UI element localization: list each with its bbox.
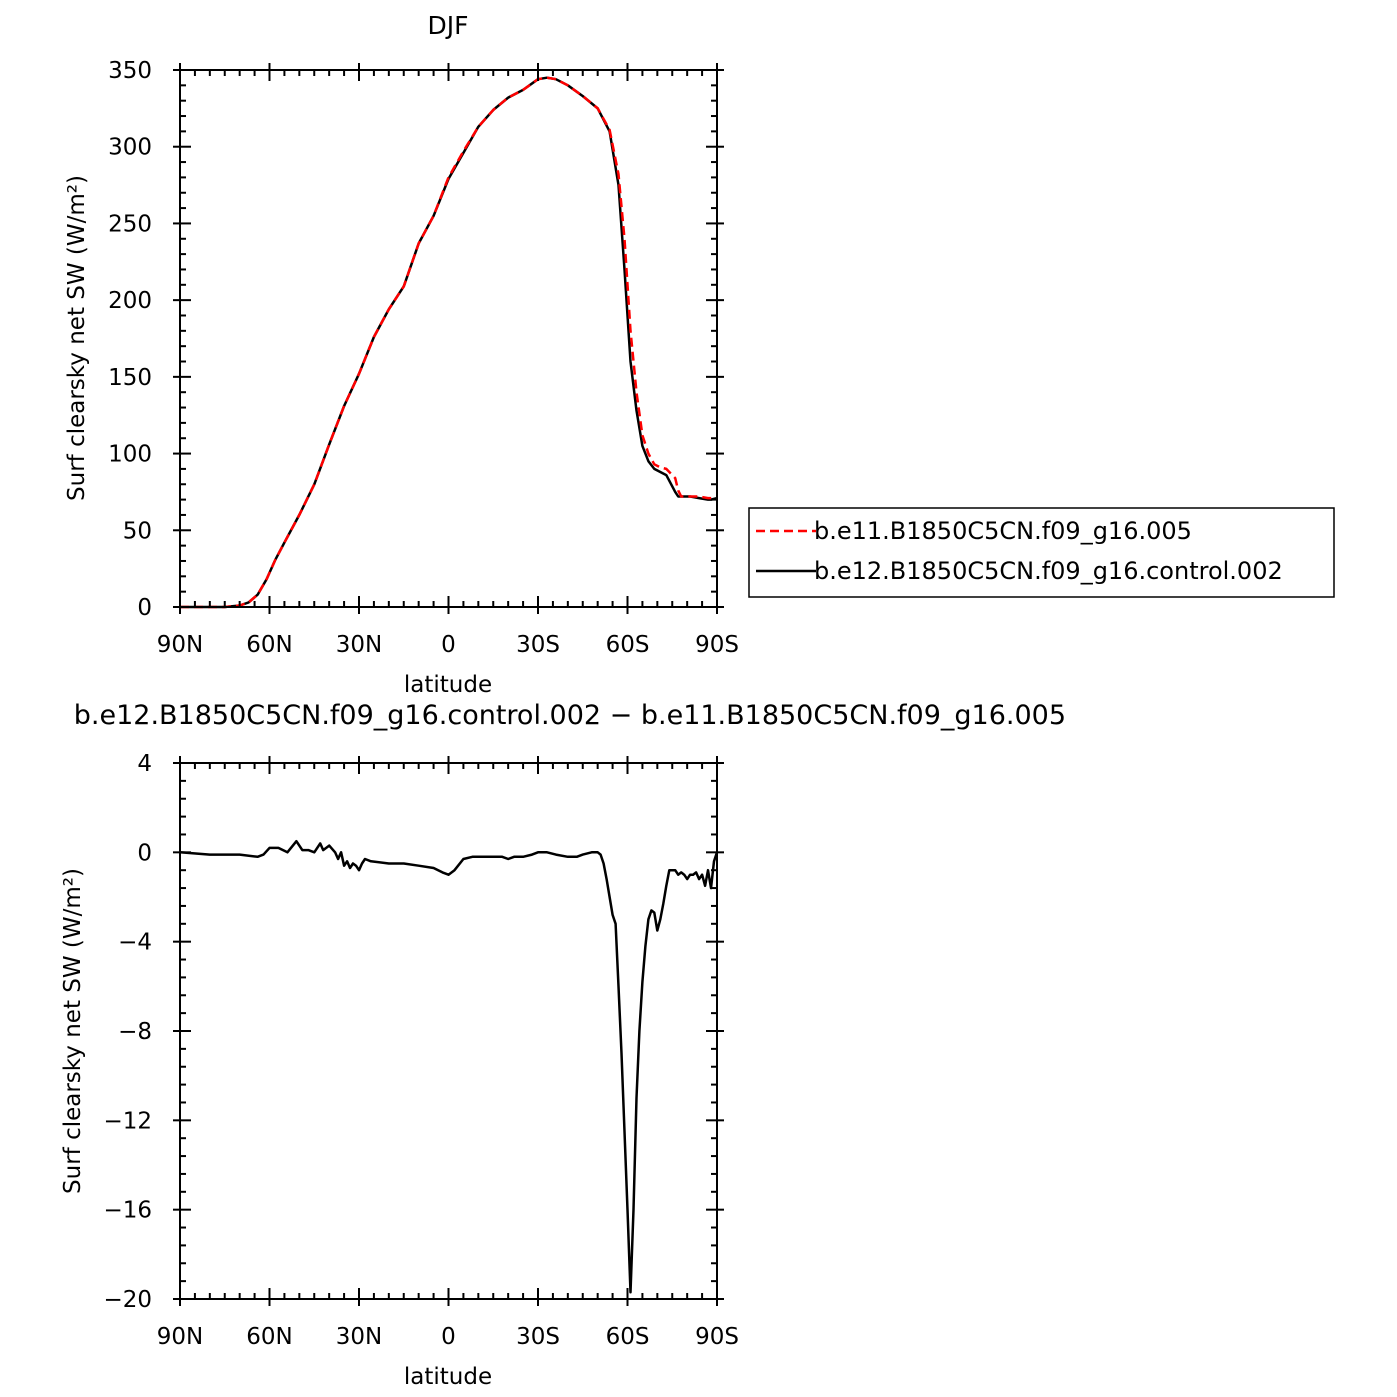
legend-label-series-1: b.e11.B1850C5CN.f09_g16.005 <box>814 517 1192 545</box>
bottom-axis-ticks: 90N 60N 30N 0 30S 60S 90S −20 −16 −12 −8 −4 0 4 <box>103 751 738 1350</box>
legend-box <box>748 507 1335 598</box>
panel-2-series-line-1 <box>179 839 719 1294</box>
top-plot-frame <box>179 69 718 608</box>
y-tick-label: −12 <box>103 1108 152 1134</box>
x-tick-label: 0 <box>441 632 456 658</box>
x-tick-label: 60S <box>606 1324 650 1350</box>
x-tick-label: 30S <box>516 632 560 658</box>
y-tick-label: −20 <box>103 1287 152 1313</box>
bottom-plot-frame <box>179 762 718 1300</box>
legend: b.e11.B1850C5CN.f09_g16.005 b.e12.B1850C… <box>748 507 1335 598</box>
panel-1-series-line-1 <box>180 76 717 609</box>
bottom-series-lines <box>179 839 719 1294</box>
bottom-panel: b.e12.B1850C5CN.f09_g16.control.002 − b.… <box>60 700 1066 1390</box>
y-tick-label: 50 <box>123 518 152 544</box>
top-y-axis-label: Surf clearsky net SW (W/m²) <box>64 175 90 501</box>
top-series-lines <box>180 76 718 609</box>
x-tick-label: 90S <box>695 1324 739 1350</box>
y-tick-label: 100 <box>108 442 152 468</box>
bottom-x-axis-label: latitude <box>404 1364 492 1390</box>
y-tick-label: 0 <box>137 840 152 866</box>
y-tick-label: 350 <box>108 58 152 84</box>
top-chart-title: DJF <box>427 11 468 40</box>
x-tick-label: 30N <box>336 1324 382 1350</box>
x-tick-label: 30N <box>336 632 382 658</box>
bottom-chart-title: b.e12.B1850C5CN.f09_g16.control.002 − b.… <box>74 700 1066 731</box>
x-tick-label: 90N <box>157 632 203 658</box>
top-axis-ticks: 90N 60N 30N 0 30S 60S 90S 0 50 100 150 200 250 300 350 <box>108 58 739 658</box>
x-tick-label: 0 <box>441 1324 456 1350</box>
panel-1-series-line-2 <box>180 76 718 609</box>
y-tick-label: 200 <box>108 288 152 314</box>
bottom-y-axis-label: Surf clearsky net SW (W/m²) <box>60 868 86 1194</box>
x-tick-label: 60N <box>246 632 292 658</box>
y-tick-label: 4 <box>137 751 152 777</box>
y-tick-label: 250 <box>108 211 152 237</box>
y-tick-label: 0 <box>137 595 152 621</box>
x-tick-label: 60N <box>246 1324 292 1350</box>
y-tick-label: 300 <box>108 135 152 161</box>
y-tick-label: −4 <box>118 930 152 956</box>
y-tick-label: 150 <box>108 365 152 391</box>
top-panel: DJF 90N 60N 30N 0 30S 60S 90S 0 50 100 150 200 250 30… <box>64 11 739 698</box>
y-tick-label: −16 <box>103 1198 152 1224</box>
y-tick-label: −8 <box>118 1019 152 1045</box>
x-tick-label: 90S <box>695 632 739 658</box>
x-tick-label: 30S <box>516 1324 560 1350</box>
x-tick-label: 60S <box>606 632 650 658</box>
top-x-axis-label: latitude <box>404 672 492 698</box>
legend-label-series-2: b.e12.B1850C5CN.f09_g16.control.002 <box>814 557 1283 585</box>
x-tick-label: 90N <box>157 1324 203 1350</box>
